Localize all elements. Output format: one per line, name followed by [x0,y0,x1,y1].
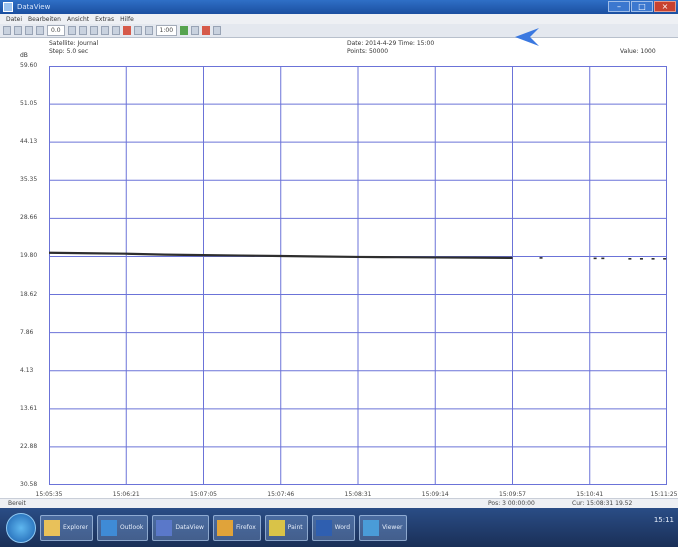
x-tick-label: 15:06:21 [112,491,140,498]
step-label: Step: 5.0 sec [49,48,89,55]
status-position: Pos: 3 00:00:00 [488,500,535,507]
app-icon [3,2,13,12]
data-point [593,257,597,260]
taskbar-button-outlook[interactable]: Outlook [96,514,149,541]
marker-icon[interactable] [202,26,211,35]
zoom-out-icon[interactable] [144,26,153,35]
taskbar: Explorer Outlook DataView Firefox Paint … [0,508,678,547]
taskbar-button-firefox[interactable]: Firefox [212,514,261,541]
x-tick-label: 15:07:05 [190,491,217,498]
taskbar-button-dataview[interactable]: DataView [152,514,209,541]
viewer-icon [363,519,380,536]
y-tick-label: 18.62 [20,290,38,298]
data-point [663,258,667,260]
browser-icon [216,519,233,536]
y-tick-label: 35.35 [20,176,38,184]
data-point [601,257,605,260]
caption-buttons: – □ × [608,1,676,12]
data-point [651,258,655,260]
menu-file[interactable]: Datei [6,15,23,23]
check-icon[interactable] [180,26,189,35]
y-tick-label: 7.86 [20,328,34,336]
line-chart [48,66,667,485]
mail-icon [100,519,117,536]
y-tick-label: 44.13 [20,138,38,146]
maximize-button[interactable]: □ [631,1,653,12]
menu-tools[interactable]: Extras [95,15,115,23]
data-point [628,258,632,260]
y-tick-label: 51.05 [20,100,38,108]
station-label: Satellite: Journal [49,40,99,47]
zoom-in-icon[interactable] [133,26,142,35]
taskbar-button-paint[interactable]: Paint [264,514,308,541]
y-tick-label: 30.58 [20,481,38,488]
settings-icon[interactable] [213,26,222,35]
x-tick-label: 15:05:35 [35,491,63,498]
chart-icon [156,519,173,536]
series-line [48,251,513,259]
stop-icon[interactable] [89,26,98,35]
folder-icon [44,519,60,536]
unit-label: dB [20,52,28,59]
y-tick-label: 4.13 [20,366,34,374]
menu-view[interactable]: Ansicht [66,15,90,23]
data-point [539,257,543,259]
y-tick-label: 22.88 [20,442,38,450]
system-clock[interactable]: 15:11 [653,516,674,524]
chart-info-header: Satellite: Journal Step: 5.0 sec dB Date… [0,38,678,66]
taskbar-button-viewer[interactable]: Viewer [359,514,408,541]
back-icon[interactable] [100,26,109,35]
cursor-icon[interactable] [191,26,200,35]
play-icon[interactable] [67,26,76,35]
paint-icon [268,519,285,536]
y-tick-label: 59.60 [20,62,38,69]
start-button[interactable] [6,512,36,543]
x-tick-label: 15:09:14 [421,491,449,498]
y-tick-label: 13.61 [20,404,38,412]
document-icon [315,519,332,536]
application-window: DataView – □ × Datei Bearbeiten Ansicht … [0,0,678,509]
y-tick-label: 28.66 [20,214,38,222]
minimize-button[interactable]: – [608,1,630,12]
points-label: Points: 50000 [347,48,389,55]
data-point [639,258,643,260]
record-icon[interactable] [122,26,131,35]
title-bar: DataView – □ × [0,0,678,14]
x-tick-label: 15:08:31 [344,491,372,498]
taskbar-button-explorer[interactable]: Explorer [40,514,93,541]
toolbar: 0.0 1:00 [0,24,678,38]
window-title: DataView [17,3,51,11]
menu-edit[interactable]: Bearbeiten [28,15,61,23]
print-icon[interactable] [25,26,33,35]
interval-field[interactable]: 1:00 [155,25,178,36]
pause-icon[interactable] [78,26,87,35]
arrow-pointer-icon [515,28,539,46]
x-tick-label: 15:11:25 [650,491,678,498]
status-cursor: Cur: 15:08:31 19.52 [572,500,633,507]
menu-help[interactable]: Hilfe [120,15,134,23]
menu-bar: Datei Bearbeiten Ansicht Extras Hilfe [0,14,678,24]
value-label: Value: 1000 [620,48,656,55]
x-tick-label: 15:09:57 [499,491,526,498]
x-tick-label: 15:07:46 [267,491,295,498]
close-button[interactable]: × [654,1,676,12]
save-icon[interactable] [14,26,22,35]
copy-icon[interactable] [36,26,44,35]
zoom-field[interactable]: 0.0 [47,25,65,36]
status-bar: Bereit Pos: 3 00:00:00 Cur: 15:08:31 19.… [0,498,678,509]
open-icon[interactable] [3,26,11,35]
status-ready: Bereit [8,500,26,507]
taskbar-button-word[interactable]: Word [311,514,356,541]
date-time-label: Date: 2014-4-29 Time: 15:00 [347,40,435,47]
forward-icon[interactable] [111,26,120,35]
y-tick-label: 19.80 [20,252,38,260]
x-tick-label: 15:10:41 [576,491,604,498]
